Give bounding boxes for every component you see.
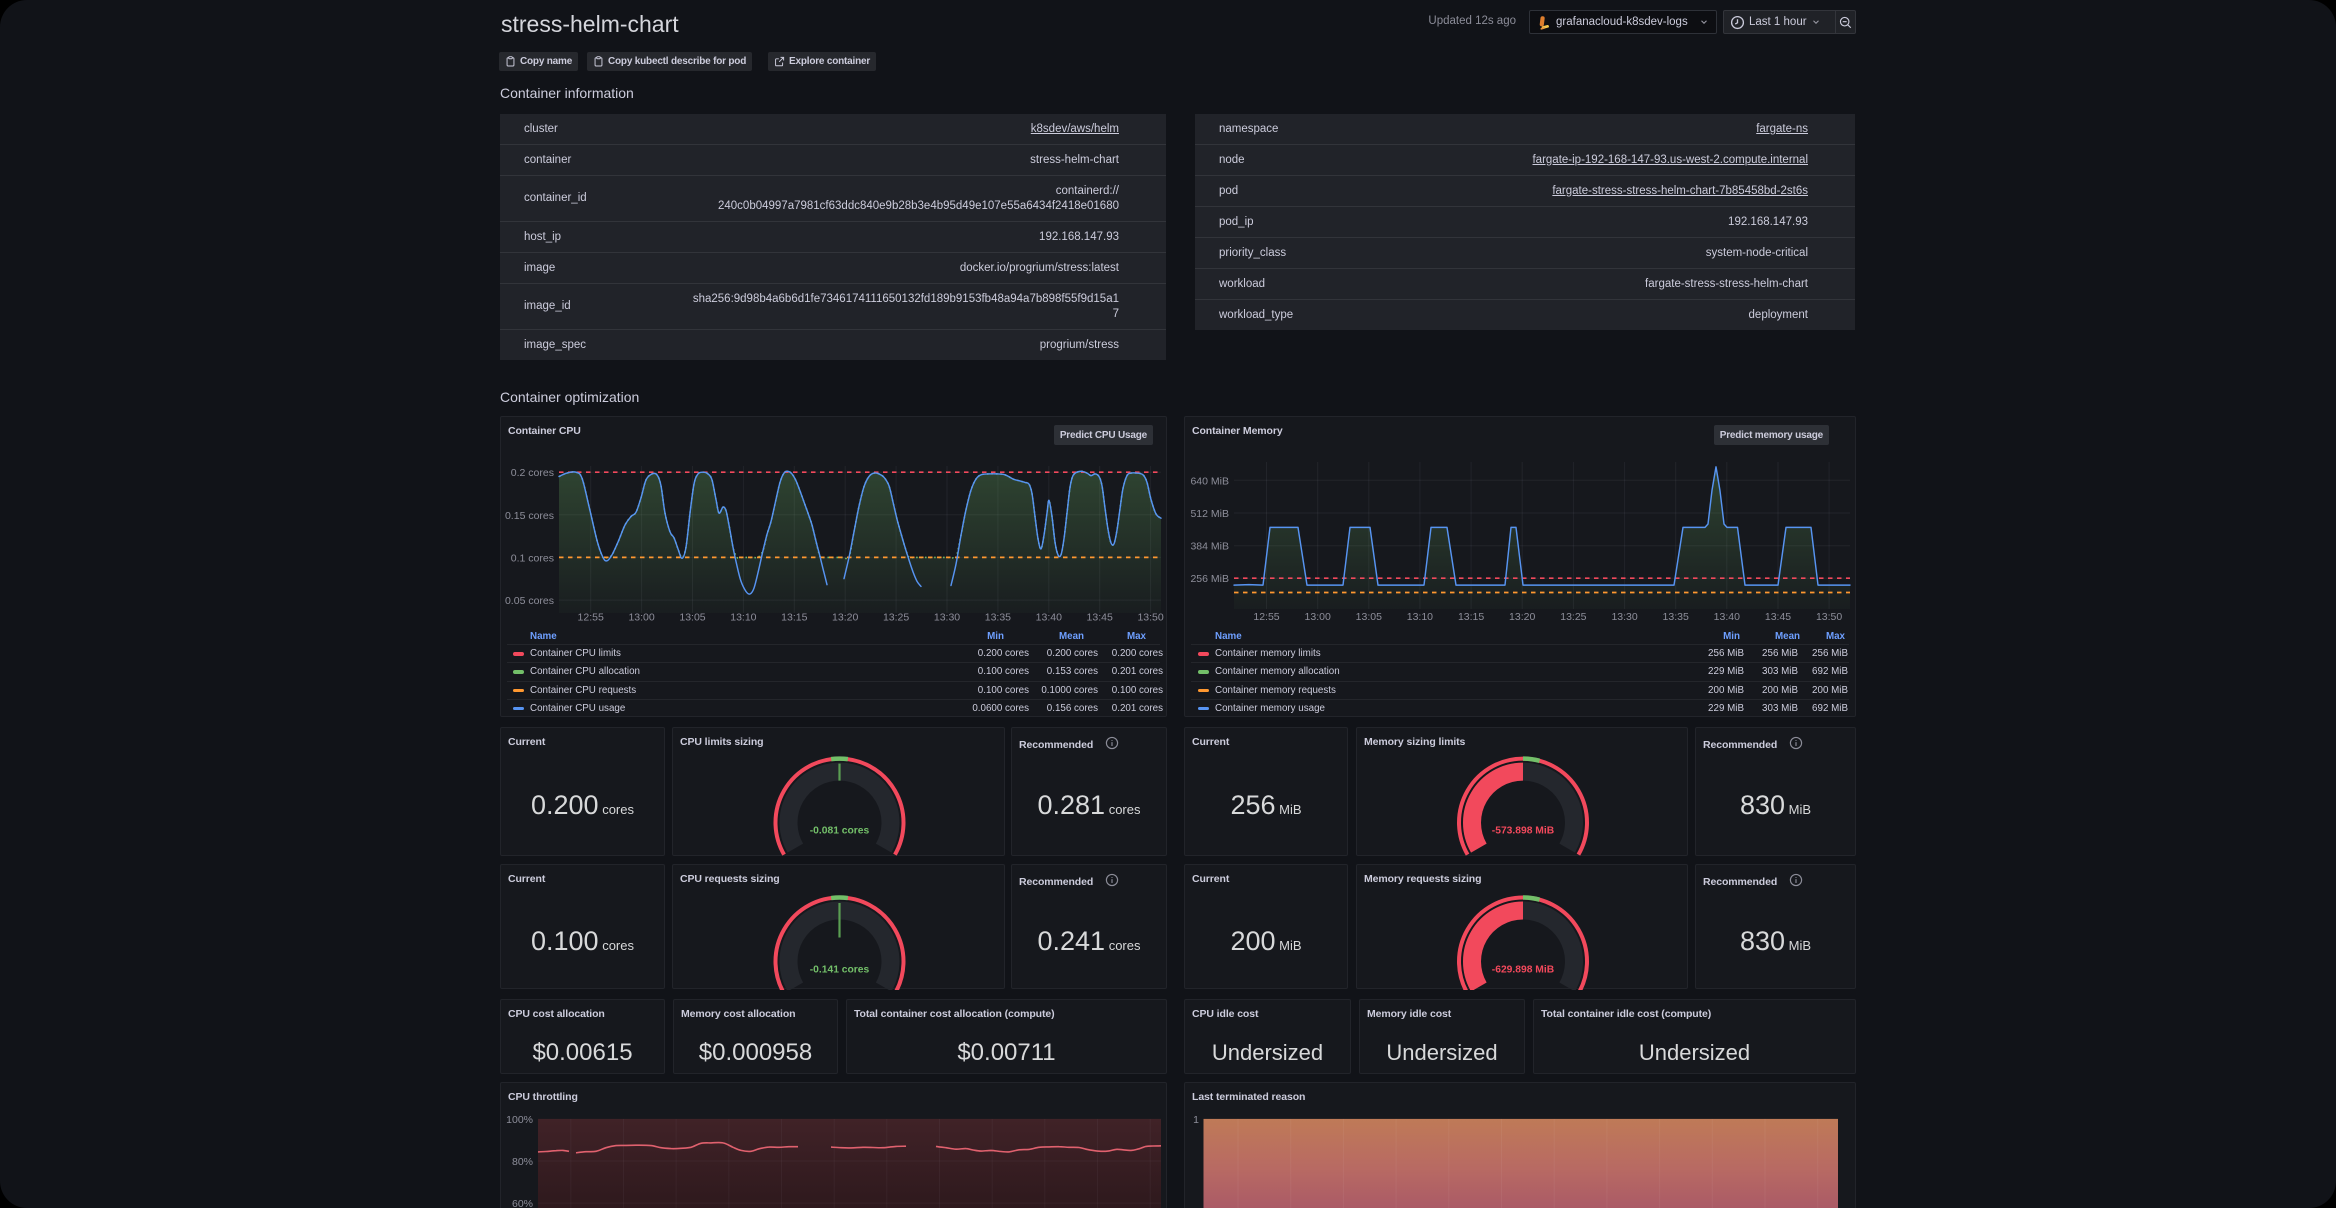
- svg-text:0.1 cores: 0.1 cores: [511, 552, 554, 564]
- svg-text:13:40: 13:40: [1036, 612, 1062, 624]
- svg-text:13:45: 13:45: [1765, 611, 1791, 623]
- svg-text:80%: 80%: [512, 1156, 533, 1168]
- svg-text:12:55: 12:55: [1253, 611, 1279, 623]
- svg-text:12:55: 12:55: [578, 612, 604, 624]
- svg-text:-573.898 MiB: -573.898 MiB: [1492, 826, 1554, 837]
- svg-text:0.15 cores: 0.15 cores: [505, 510, 554, 522]
- svg-text:0.05 cores: 0.05 cores: [505, 595, 554, 607]
- svg-text:-0.141 cores: -0.141 cores: [810, 965, 870, 976]
- svg-text:13:25: 13:25: [883, 612, 909, 624]
- svg-text:13:05: 13:05: [1356, 611, 1382, 623]
- svg-text:60%: 60%: [512, 1198, 533, 1208]
- svg-text:13:35: 13:35: [1663, 611, 1689, 623]
- svg-text:13:30: 13:30: [1611, 611, 1637, 623]
- svg-text:13:25: 13:25: [1560, 611, 1586, 623]
- svg-text:-0.081 cores: -0.081 cores: [810, 826, 870, 837]
- svg-text:256 MiB: 256 MiB: [1190, 573, 1229, 585]
- svg-text:13:20: 13:20: [832, 612, 858, 624]
- svg-text:13:15: 13:15: [781, 612, 807, 624]
- svg-text:13:40: 13:40: [1714, 611, 1740, 623]
- svg-text:13:20: 13:20: [1509, 611, 1535, 623]
- svg-text:13:00: 13:00: [1305, 611, 1331, 623]
- svg-text:512 MiB: 512 MiB: [1190, 508, 1229, 520]
- svg-text:13:45: 13:45: [1087, 612, 1113, 624]
- svg-text:13:15: 13:15: [1458, 611, 1484, 623]
- svg-text:13:35: 13:35: [985, 612, 1011, 624]
- svg-text:13:05: 13:05: [679, 612, 705, 624]
- svg-text:640 MiB: 640 MiB: [1190, 475, 1229, 487]
- svg-text:13:50: 13:50: [1816, 611, 1842, 623]
- svg-text:-629.898 MiB: -629.898 MiB: [1492, 965, 1554, 976]
- svg-text:1: 1: [1193, 1114, 1199, 1126]
- svg-text:100%: 100%: [506, 1114, 533, 1126]
- svg-text:13:10: 13:10: [1407, 611, 1433, 623]
- svg-text:13:10: 13:10: [730, 612, 756, 624]
- svg-text:13:00: 13:00: [628, 612, 654, 624]
- svg-text:13:50: 13:50: [1137, 612, 1163, 624]
- svg-text:0.2 cores: 0.2 cores: [511, 467, 554, 479]
- svg-text:13:30: 13:30: [934, 612, 960, 624]
- svg-text:384 MiB: 384 MiB: [1190, 541, 1229, 553]
